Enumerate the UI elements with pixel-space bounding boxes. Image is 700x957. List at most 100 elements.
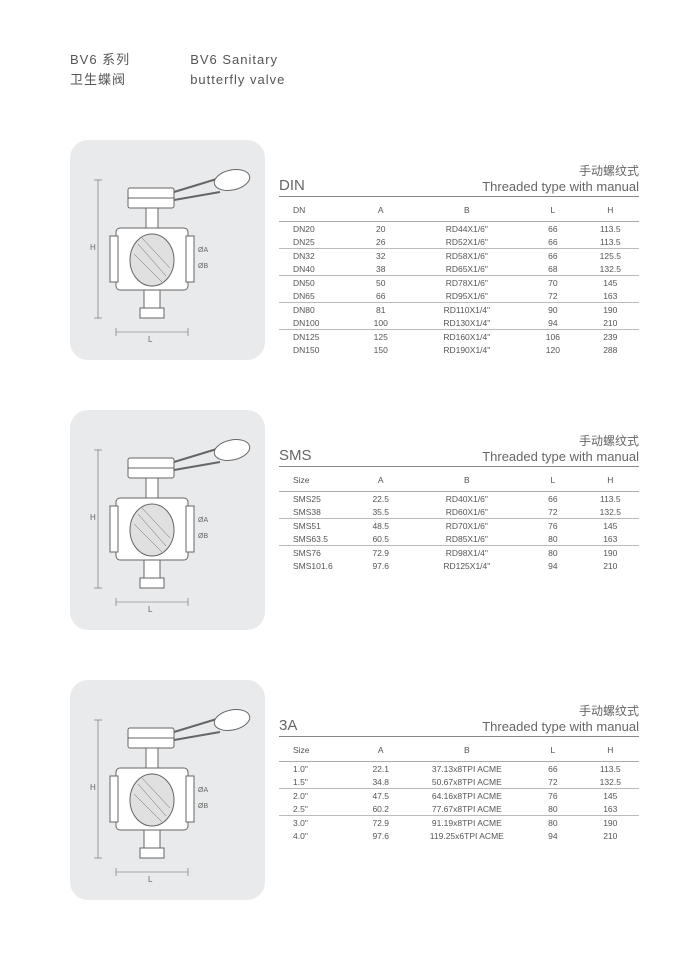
table-row: 4.0"97.6119.25x6TPI ACME94210 xyxy=(279,829,639,842)
table-cell: 20 xyxy=(352,222,409,236)
table-header: SMS 手动螺纹式 Threaded type with manual xyxy=(279,432,639,467)
table-cell: 26 xyxy=(352,235,409,249)
table-cell: 119.25x6TPI ACME xyxy=(409,829,524,842)
table-cell: 38 xyxy=(352,262,409,276)
svg-text:L: L xyxy=(148,335,153,344)
page-header: BV6 系列 卫生蝶阀 BV6 Sanitary butterfly valve xyxy=(70,50,285,89)
col-header: H xyxy=(582,741,639,762)
table-cell: 190 xyxy=(582,816,639,830)
table-row: DN4038RD65X1/6"68132.5 xyxy=(279,262,639,276)
table-cell: 50 xyxy=(352,276,409,290)
table-cell: 210 xyxy=(582,316,639,330)
table-cell: SMS76 xyxy=(279,546,352,560)
standard-name: SMS xyxy=(279,447,312,464)
table-cell: 48.5 xyxy=(352,519,409,533)
table-cell: 66 xyxy=(524,492,581,506)
table-cell: SMS63.5 xyxy=(279,532,352,546)
col-header: DN xyxy=(279,201,352,222)
spec-table: SizeABLH SMS2522.5RD40X1/6"66113.5SMS383… xyxy=(279,471,639,572)
table-cell: 288 xyxy=(582,343,639,356)
table-cell: DN40 xyxy=(279,262,352,276)
table-cell: SMS25 xyxy=(279,492,352,506)
table-cell: 190 xyxy=(582,546,639,560)
table-row: DN6566RD95X1/6"72163 xyxy=(279,289,639,303)
svg-text:H: H xyxy=(90,783,96,792)
table-row: SMS3835.5RD60X1/6"72132.5 xyxy=(279,505,639,519)
title-cn-line1: BV6 系列 xyxy=(70,50,130,70)
col-header: A xyxy=(352,471,409,492)
subtitle-block: 手动螺纹式 Threaded type with manual xyxy=(482,702,639,734)
table-cell: 70 xyxy=(524,276,581,290)
table-cell: 37.13x8TPI ACME xyxy=(409,762,524,776)
table-cell: DN50 xyxy=(279,276,352,290)
table-cell: RD58X1/6" xyxy=(409,249,524,263)
title-en: BV6 Sanitary butterfly valve xyxy=(190,50,285,89)
col-header: B xyxy=(409,471,524,492)
table-cell: DN125 xyxy=(279,330,352,344)
svg-text:L: L xyxy=(148,875,153,884)
table-row: SMS101.697.6RD125X1/4"94210 xyxy=(279,559,639,572)
subtitle-block: 手动螺纹式 Threaded type with manual xyxy=(482,432,639,464)
table-wrap: SMS 手动螺纹式 Threaded type with manual Size… xyxy=(279,410,639,572)
table-cell: 76 xyxy=(524,519,581,533)
table-row: SMS7672.9RD98X1/4"80190 xyxy=(279,546,639,560)
table-cell: 97.6 xyxy=(352,829,409,842)
svg-text:ØB: ØB xyxy=(198,533,208,540)
table-row: 1.5"34.850.67x8TPI ACME72132.5 xyxy=(279,775,639,789)
subtitle-cn: 手动螺纹式 xyxy=(482,162,639,179)
table-cell: 80 xyxy=(524,802,581,816)
valve-diagram: H ØA ØB L xyxy=(80,150,255,350)
table-cell: RD190X1/4" xyxy=(409,343,524,356)
table-cell: 210 xyxy=(582,829,639,842)
title-en-line2: butterfly valve xyxy=(190,70,285,90)
table-cell: 145 xyxy=(582,276,639,290)
table-cell: 50.67x8TPI ACME xyxy=(409,775,524,789)
table-cell: DN100 xyxy=(279,316,352,330)
svg-text:H: H xyxy=(90,513,96,522)
table-cell: DN32 xyxy=(279,249,352,263)
table-cell: RD65X1/6" xyxy=(409,262,524,276)
table-cell: 80 xyxy=(524,532,581,546)
table-cell: 113.5 xyxy=(582,492,639,506)
spec-table: DNABLH DN2020RD44X1/6"66113.5DN2526RD52X… xyxy=(279,201,639,356)
table-cell: 34.8 xyxy=(352,775,409,789)
spec-table: SizeABLH 1.0"22.137.13x8TPI ACME66113.51… xyxy=(279,741,639,842)
table-row: SMS5148.5RD70X1/6"76145 xyxy=(279,519,639,533)
table-cell: 35.5 xyxy=(352,505,409,519)
table-wrap: DIN 手动螺纹式 Threaded type with manual DNAB… xyxy=(279,140,639,356)
valve-diagram: H ØA ØB L xyxy=(80,420,255,620)
svg-text:ØB: ØB xyxy=(198,263,208,270)
table-cell: RD125X1/4" xyxy=(409,559,524,572)
table-cell: SMS101.6 xyxy=(279,559,352,572)
table-cell: 22.1 xyxy=(352,762,409,776)
subtitle-en: Threaded type with manual xyxy=(482,449,639,464)
table-cell: 72.9 xyxy=(352,816,409,830)
table-row: DN150150RD190X1/4"120288 xyxy=(279,343,639,356)
table-cell: 60.5 xyxy=(352,532,409,546)
table-cell: 94 xyxy=(524,559,581,572)
table-cell: 3.0" xyxy=(279,816,352,830)
table-cell: 145 xyxy=(582,789,639,803)
col-header: Size xyxy=(279,741,352,762)
table-cell: 132.5 xyxy=(582,505,639,519)
col-header: B xyxy=(409,201,524,222)
table-cell: 76 xyxy=(524,789,581,803)
table-cell: 4.0" xyxy=(279,829,352,842)
title-cn: BV6 系列 卫生蝶阀 xyxy=(70,50,130,89)
svg-text:L: L xyxy=(148,605,153,614)
svg-text:ØB: ØB xyxy=(198,803,208,810)
col-header: L xyxy=(524,741,581,762)
subtitle-en: Threaded type with manual xyxy=(482,179,639,194)
table-cell: 81 xyxy=(352,303,409,317)
table-cell: 1.5" xyxy=(279,775,352,789)
table-cell: 113.5 xyxy=(582,222,639,236)
table-cell: 100 xyxy=(352,316,409,330)
subtitle-en: Threaded type with manual xyxy=(482,719,639,734)
table-row: DN2526RD52X1/6"66113.5 xyxy=(279,235,639,249)
table-wrap: 3A 手动螺纹式 Threaded type with manual SizeA… xyxy=(279,680,639,842)
table-cell: DN80 xyxy=(279,303,352,317)
svg-text:ØA: ØA xyxy=(198,247,208,254)
table-row: 2.0"47.564.16x8TPI ACME76145 xyxy=(279,789,639,803)
table-header: 3A 手动螺纹式 Threaded type with manual xyxy=(279,702,639,737)
table-cell: 150 xyxy=(352,343,409,356)
